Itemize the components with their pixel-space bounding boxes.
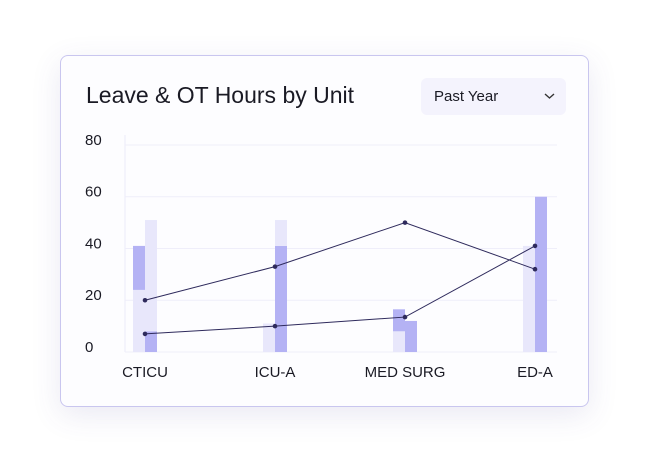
x-tick-label: MED SURG (365, 364, 446, 381)
x-tick-label: ICU-A (255, 364, 296, 381)
y-tick-label: 40 (85, 235, 102, 252)
bar (145, 331, 157, 352)
line-point (272, 264, 278, 269)
line-point (532, 243, 538, 249)
line-point (142, 331, 148, 337)
bar (133, 289, 145, 352)
bar (535, 196, 547, 352)
line-point (532, 266, 538, 272)
line-point (142, 297, 148, 303)
line-point (402, 314, 408, 320)
line-point (272, 323, 278, 329)
period-label: Past Year (434, 88, 499, 105)
chevron (544, 93, 555, 99)
chart-title: Leave & OT Hours by Unit (86, 82, 355, 108)
bar (263, 323, 275, 352)
y-tick-label: 80 (85, 132, 102, 149)
bar (405, 320, 417, 352)
y-tick-label: 60 (85, 184, 102, 201)
bar (393, 331, 405, 352)
line (144, 245, 536, 335)
bar (145, 220, 157, 332)
line-point (402, 220, 408, 225)
bar (523, 245, 535, 352)
bar (133, 245, 145, 290)
x-tick-label: ED-A (517, 364, 553, 381)
bar (393, 309, 405, 332)
line (144, 222, 536, 301)
y-tick-label: 20 (85, 287, 102, 304)
x-tick-label: CTICU (122, 364, 168, 381)
period-dropdown[interactable]: Past Year (421, 78, 566, 115)
bar (275, 220, 287, 246)
y-tick-label: 0 (85, 339, 93, 356)
bar (275, 245, 287, 352)
